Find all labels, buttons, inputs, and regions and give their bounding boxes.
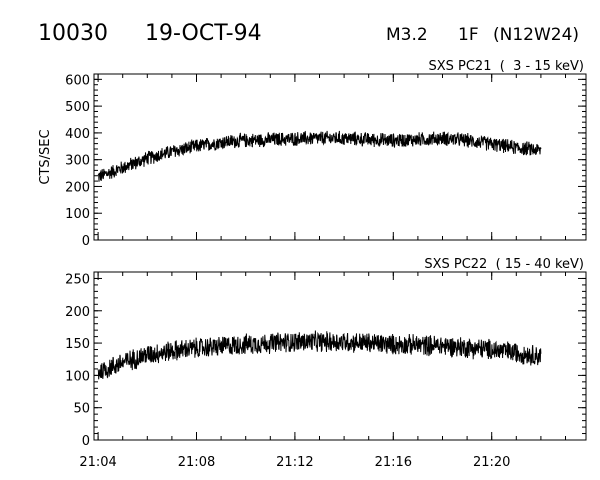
- x-tick-label: 21:04: [79, 455, 116, 470]
- panel-pc21: 0 100 200 300 400 500 600 SXS PC21 ( 3 - 15 keV…: [38, 59, 587, 249]
- plot-frame-pc21: [93, 73, 587, 241]
- panel-title-pc22: SXS PC22 ( 15 - 40 keV): [424, 257, 584, 272]
- y-tick-label: 200: [65, 180, 90, 195]
- y-axis-label: CTS/SEC: [38, 129, 53, 184]
- y-tick-label: 600: [65, 73, 90, 88]
- flare-location: (N12W24): [493, 25, 579, 45]
- y-tick-label: 250: [65, 272, 90, 287]
- x-tick-label: 21:20: [473, 455, 510, 470]
- event-date: 19-OCT-94: [145, 21, 262, 46]
- panel-pc22: 0 50 100 150 200 250 21:04 21:08 21:12 21:16 21:20…: [65, 257, 587, 470]
- x-tick-label: 21:16: [375, 455, 412, 470]
- y-tick-label: 200: [65, 305, 90, 320]
- x-tick-label: 21:08: [178, 455, 215, 470]
- series-line-pc22-0: [97, 330, 542, 380]
- panel-title-pc21: SXS PC21 ( 3 - 15 keV): [428, 59, 584, 74]
- flare-class: M3.2: [386, 25, 428, 45]
- y-tick-label: 400: [65, 127, 90, 142]
- series-line-pc21-0: [97, 130, 542, 182]
- y-tick-label: 50: [73, 402, 90, 417]
- y-tick-label: 100: [65, 207, 90, 222]
- y-tick-label: 150: [65, 337, 90, 352]
- y-tick-label: 0: [82, 434, 90, 449]
- event-id: 10030: [38, 21, 108, 46]
- y-tick-label: 100: [65, 369, 90, 384]
- y-tick-label: 500: [65, 100, 90, 115]
- y-tick-label: 0: [82, 234, 90, 249]
- optical-class: 1F: [458, 25, 479, 45]
- y-tick-label: 300: [65, 154, 90, 169]
- x-tick-label: 21:12: [276, 455, 313, 470]
